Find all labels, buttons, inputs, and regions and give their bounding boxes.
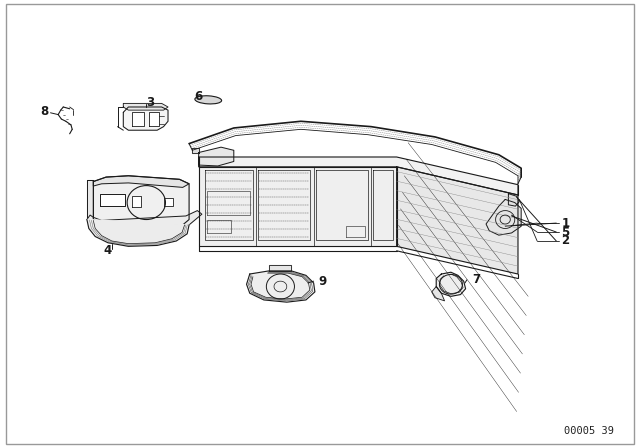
Polygon shape [149, 112, 159, 126]
Polygon shape [432, 287, 445, 301]
Polygon shape [100, 194, 125, 206]
Polygon shape [269, 265, 291, 271]
Polygon shape [198, 157, 518, 195]
Polygon shape [397, 167, 518, 274]
Polygon shape [87, 180, 93, 220]
Polygon shape [198, 167, 397, 246]
Polygon shape [246, 271, 315, 302]
Polygon shape [198, 147, 234, 166]
Polygon shape [87, 220, 189, 246]
Polygon shape [93, 176, 189, 228]
Polygon shape [124, 103, 168, 110]
Text: 1: 1 [561, 216, 570, 230]
Polygon shape [132, 112, 145, 126]
Text: 5: 5 [561, 225, 570, 238]
Text: 6: 6 [194, 90, 202, 103]
Text: 00005 39: 00005 39 [564, 426, 614, 436]
Polygon shape [164, 198, 173, 206]
Ellipse shape [195, 96, 221, 104]
Polygon shape [93, 176, 189, 187]
Text: 2: 2 [561, 234, 570, 247]
Polygon shape [192, 148, 198, 153]
Text: 3: 3 [147, 96, 154, 109]
Polygon shape [486, 199, 521, 235]
Text: 8: 8 [40, 105, 49, 118]
Polygon shape [124, 107, 168, 130]
Polygon shape [508, 194, 519, 206]
Polygon shape [87, 211, 202, 228]
Polygon shape [436, 272, 466, 296]
Text: 4: 4 [104, 244, 112, 257]
Polygon shape [132, 196, 141, 207]
Text: 9: 9 [319, 275, 327, 288]
Text: 7: 7 [472, 273, 480, 286]
